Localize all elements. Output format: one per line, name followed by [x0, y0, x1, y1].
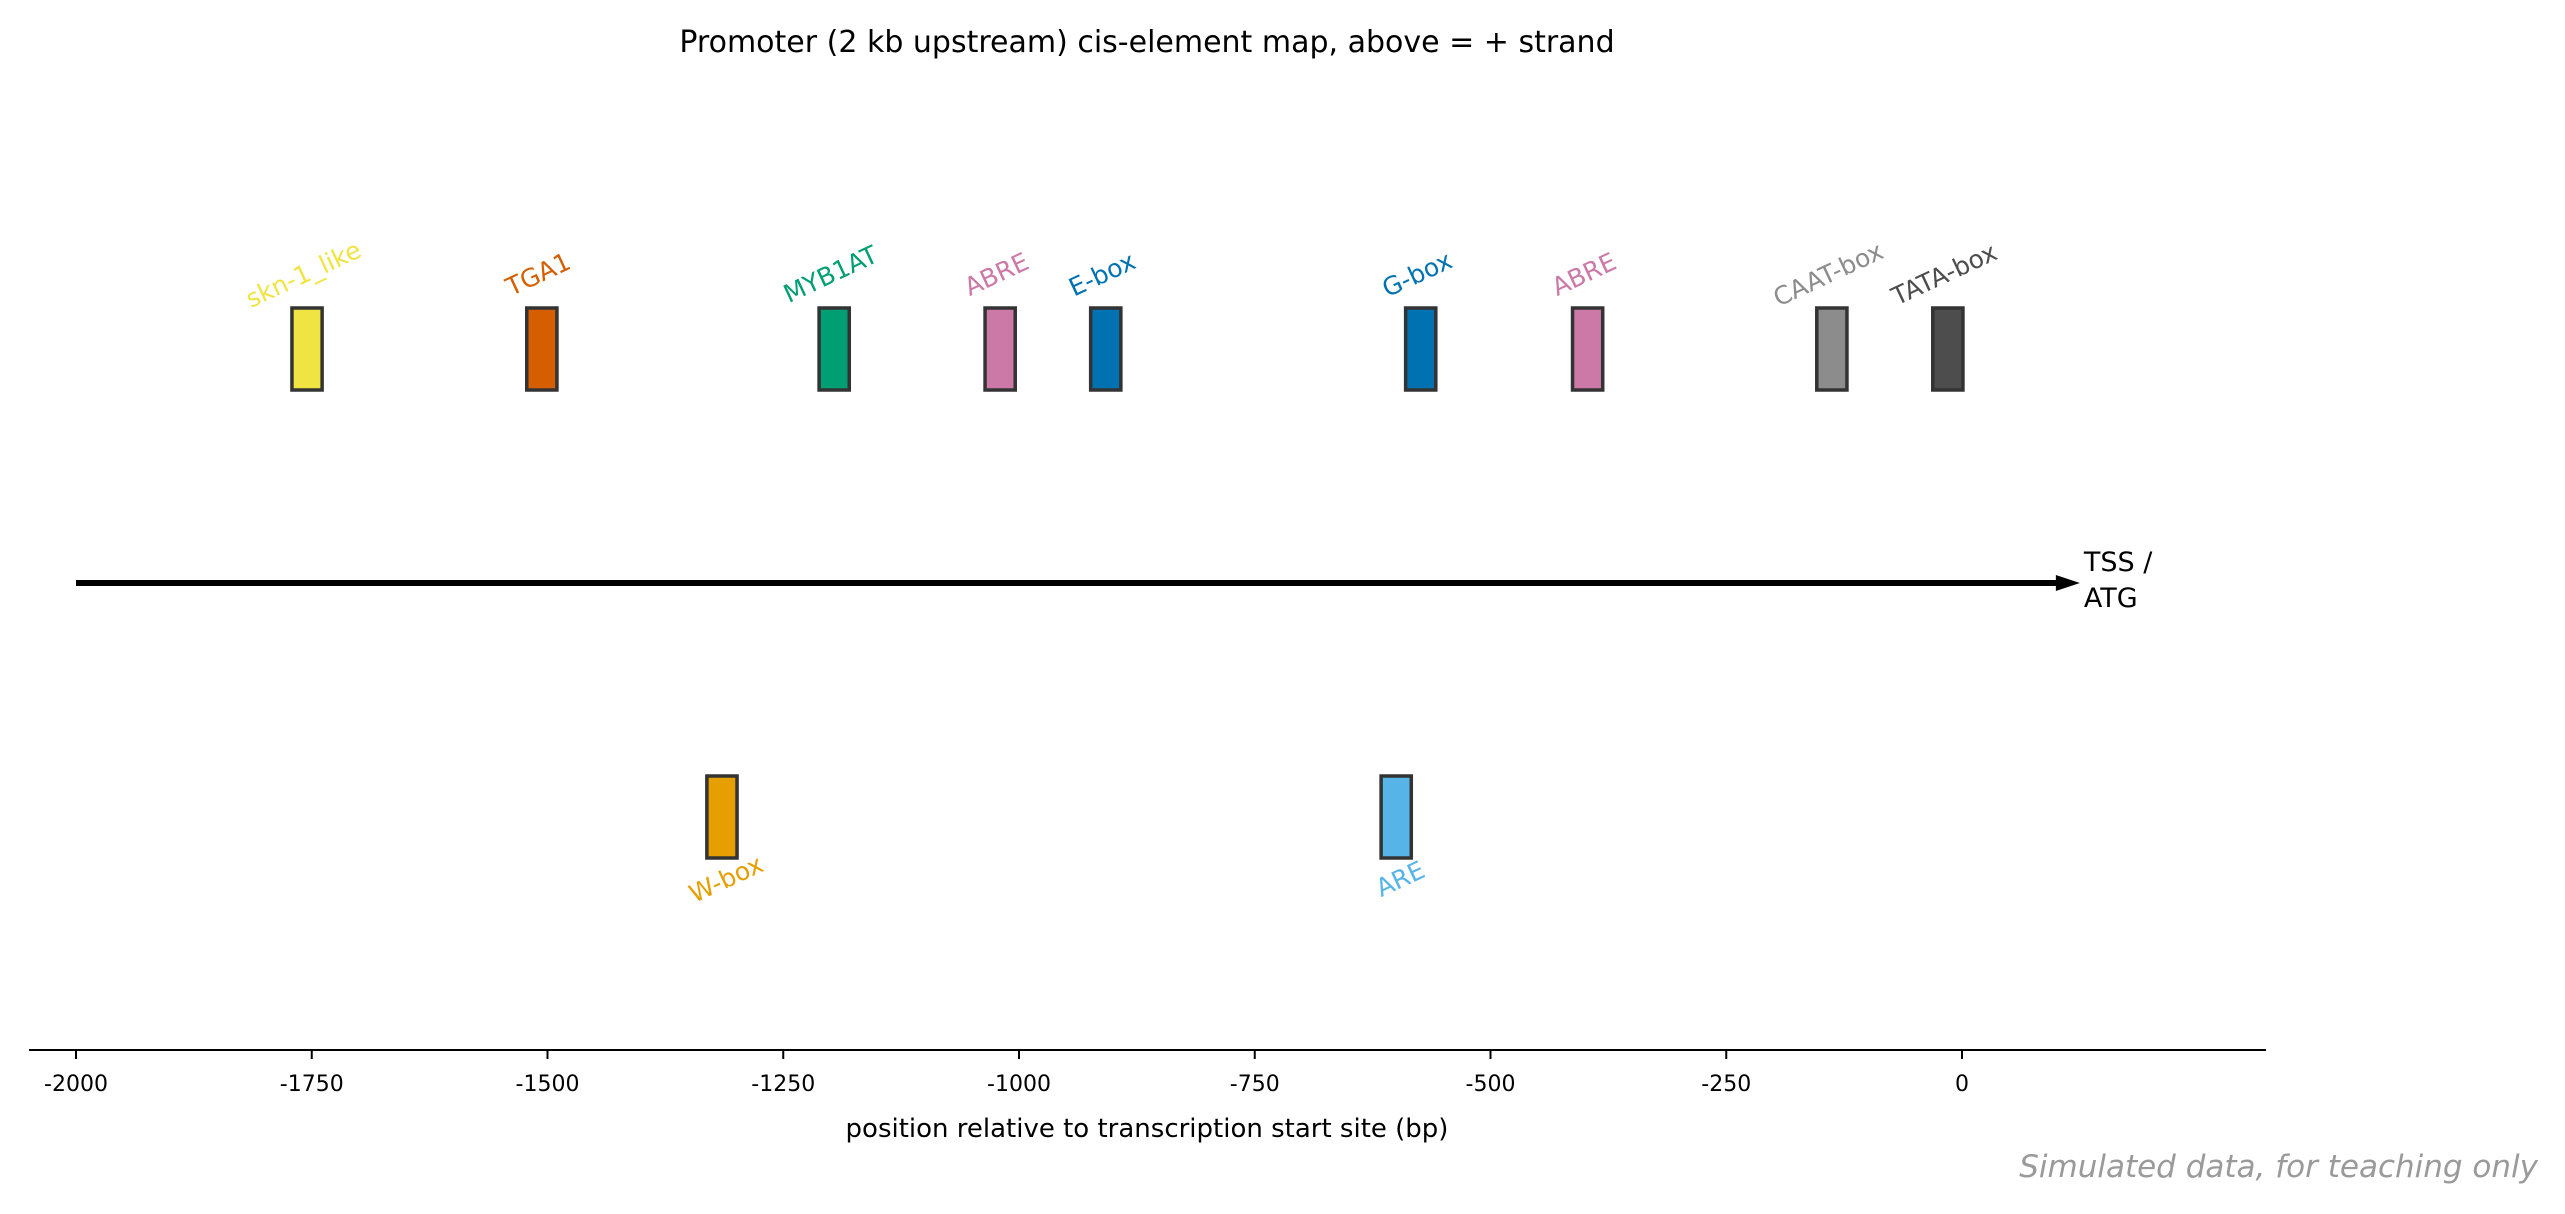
element-box	[1088, 306, 1123, 392]
tss-label-line: TSS /	[2083, 547, 2153, 578]
x-tick-label: -1000	[987, 1072, 1051, 1097]
tss-label: TSS / ATG	[2083, 547, 2153, 614]
element-box	[705, 774, 739, 860]
element-box	[983, 306, 1017, 392]
tss-label-line: ATG	[2084, 583, 2138, 614]
element-label: ABRE	[1547, 247, 1620, 302]
plot-area: TSS / ATG skn-1_like TGA1 MYB1AT ABRE E-box G-b…	[76, 235, 2153, 909]
element-label: ABRE	[960, 247, 1033, 302]
x-tick-label: -500	[1466, 1072, 1516, 1097]
element-box	[1815, 306, 1849, 392]
element-label: TGA1	[501, 247, 575, 302]
element-label: G-box	[1378, 246, 1457, 303]
watermark-text: Simulated data, for teaching only	[2019, 1149, 2538, 1185]
element-label: TATA-box	[1886, 237, 2001, 311]
element-label: skn-1_like	[241, 235, 365, 314]
element-label: CAAT-box	[1769, 236, 1888, 312]
x-axis: -2000 -1750 -1500 -1250 -1000 -750 -500 -250 0	[29, 1049, 2266, 1097]
element-box	[817, 306, 852, 392]
element-box	[1570, 306, 1605, 392]
x-tick-label: -2000	[44, 1072, 108, 1097]
tss-arrowhead	[2055, 575, 2080, 591]
x-tick-label: -750	[1230, 1072, 1280, 1097]
element-box	[290, 306, 324, 392]
element-box	[1379, 774, 1414, 860]
x-tick-label: 0	[1955, 1072, 1969, 1097]
x-tick-label: -250	[1701, 1072, 1751, 1097]
x-axis-label: position relative to transcription start…	[846, 1114, 1449, 1144]
x-tick-label: -1250	[751, 1072, 815, 1097]
x-tick-label: -1750	[280, 1072, 344, 1097]
element-label: E-box	[1064, 246, 1140, 302]
element-box	[1931, 306, 1965, 392]
element-label: MYB1AT	[779, 240, 883, 309]
element-box	[525, 306, 559, 392]
element-box	[1403, 306, 1438, 392]
element-label: ARE	[1371, 855, 1429, 903]
x-tick-label: -1500	[516, 1072, 580, 1097]
chart-title: Promoter (2 kb upstream) cis-element map…	[679, 25, 1614, 60]
